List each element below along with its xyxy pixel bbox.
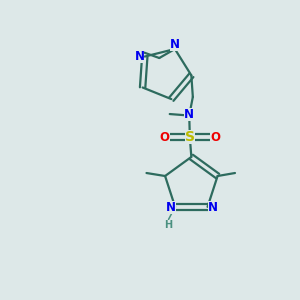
Text: O: O — [160, 130, 170, 144]
Text: N: N — [170, 38, 180, 51]
Text: O: O — [210, 130, 220, 144]
Text: H: H — [164, 220, 172, 230]
Text: N: N — [184, 107, 194, 121]
Text: N: N — [208, 201, 218, 214]
Text: N: N — [166, 201, 176, 214]
Text: N: N — [134, 50, 144, 63]
Text: S: S — [185, 130, 195, 144]
